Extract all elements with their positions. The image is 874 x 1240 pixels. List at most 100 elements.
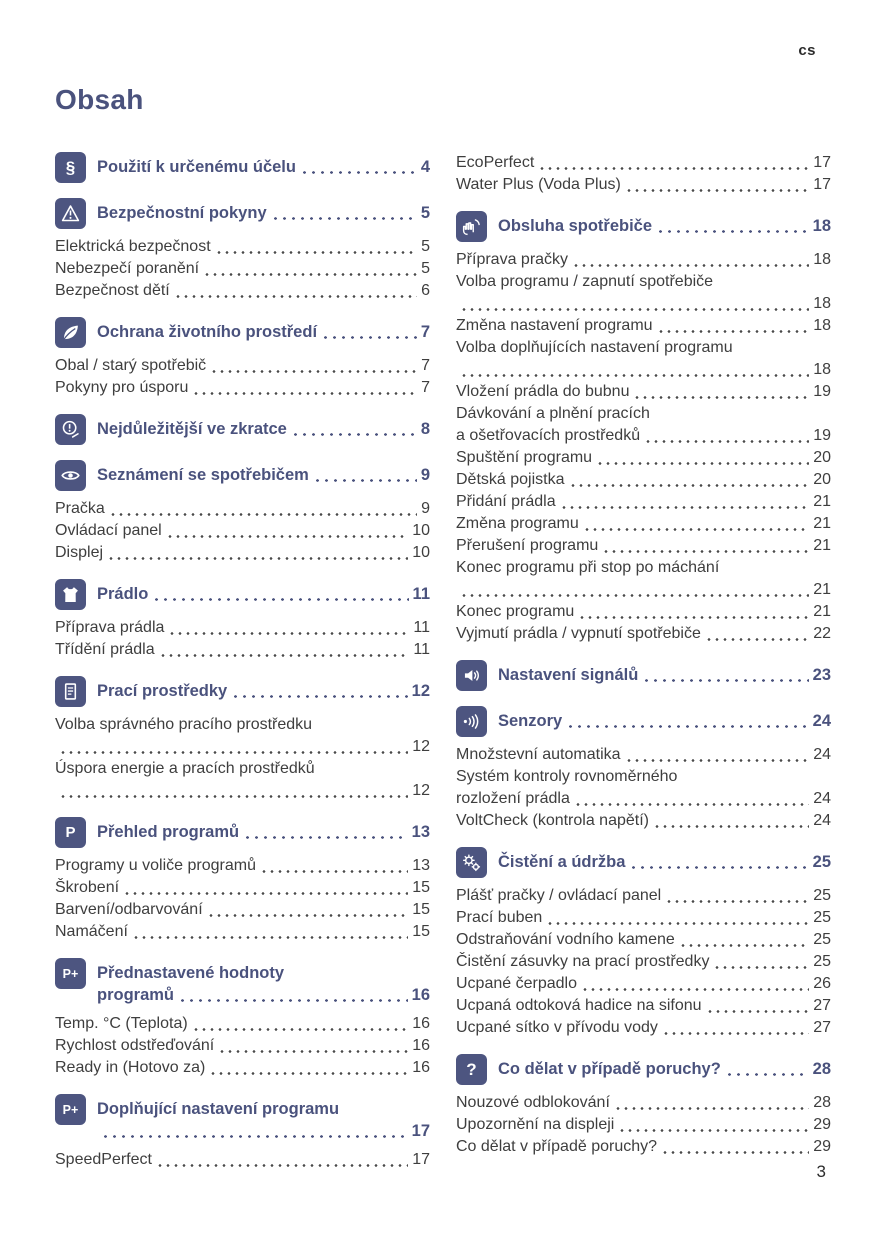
dot-leader (192, 377, 418, 399)
dot-leader (214, 236, 418, 258)
entry-page: 24 (813, 790, 831, 807)
section-page: 24 (812, 712, 831, 730)
entry-label: Škrobení (55, 879, 120, 896)
entry-label: Volba programu / zapnutí spotřebiče (456, 273, 714, 290)
toc-entry: Ucpané čerpadlo 26 (456, 973, 831, 995)
gears-icon (456, 847, 487, 878)
toc-entry: Změna nastavení programu 18 (456, 315, 831, 337)
section-page: 12 (411, 682, 430, 700)
entry-label: Ucpaná odtoková hadice na sifonu (456, 997, 702, 1014)
toc-section-safety: Bezpečnostní pokyny 5 (55, 198, 430, 229)
dot-leader (59, 780, 409, 802)
dot-leader (705, 995, 810, 1017)
entry-page: 15 (412, 879, 430, 896)
entry-label: Bezpečnost dětí (55, 282, 170, 299)
entry-page: 24 (813, 746, 831, 763)
entry-label: Příprava prádla (55, 619, 165, 636)
entry-page: 18 (813, 295, 831, 312)
entry-label: Třídění prádla (55, 641, 155, 658)
section-title: Ochrana životního prostředí (97, 323, 318, 341)
toc-entry: Spuštění programu 20 (456, 447, 831, 469)
toc-entry: Dávkování a plnění pracích a ošetřovacích… (456, 403, 831, 447)
eye-icon (55, 460, 86, 491)
dot-leader (613, 1092, 810, 1114)
dot-leader (206, 899, 409, 921)
entry-label: Ucpané čerpadlo (456, 975, 577, 992)
section-title: Použití k určenému účelu (97, 158, 296, 176)
entry-page: 25 (813, 931, 831, 948)
toc-entry: Co dělat v případě poruchy? 29 (456, 1136, 831, 1158)
section-page: 7 (420, 323, 430, 341)
warning-triangle-icon (55, 198, 86, 229)
toc-entry: Příprava pračky 18 (456, 249, 831, 271)
dot-leader (101, 1120, 408, 1142)
entry-page: 21 (813, 493, 831, 510)
entry-page: 16 (412, 1015, 430, 1032)
tshirt-icon (55, 579, 86, 610)
dot-leader (661, 1017, 810, 1039)
toc-entry: Temp. °C (Teplota) 16 (55, 1013, 430, 1035)
dot-leader (661, 1136, 810, 1158)
section-page: 23 (812, 666, 831, 684)
entry-page: 7 (421, 379, 430, 396)
toc-entry: Příprava prádla 11 (55, 617, 430, 639)
entry-page: 27 (813, 997, 831, 1014)
dot-leader (178, 984, 408, 1006)
dot-leader (704, 623, 810, 645)
toc-entry: Systém kontroly rovnoměrného rozložení pr… (456, 766, 831, 810)
dot-leader (602, 535, 810, 557)
speaker-icon (456, 660, 487, 691)
dot-leader (123, 877, 409, 899)
dot-leader (152, 583, 409, 605)
toc-section-cleaning-maintenance: Čistění a údržba 25 (456, 847, 831, 878)
entry-label: Prací buben (456, 909, 543, 926)
toc-entry: EcoPerfect 17 (456, 152, 831, 174)
dot-leader (573, 788, 810, 810)
section-title: Přehled programů (97, 823, 240, 841)
dot-leader (210, 355, 418, 377)
toc-column-right: EcoPerfect 17 Water Plus (Voda Plus) 17 Obsl… (456, 152, 831, 1171)
section-title: Prací prostředky (97, 682, 228, 700)
entry-page: 12 (412, 738, 430, 755)
dot-leader (203, 258, 418, 280)
dot-leader (173, 280, 418, 302)
entry-label: Úspora energie a pracích prostředků (55, 760, 315, 777)
entry-page: 16 (412, 1059, 430, 1076)
section-title: Senzory (498, 712, 563, 730)
toc-entry: Přidání prádla 21 (456, 491, 831, 513)
dot-leader (321, 321, 417, 343)
section-title: Čistění a údržba (498, 853, 626, 871)
toc-entry: Namáčení 15 (55, 921, 430, 943)
dot-leader (259, 855, 409, 877)
dot-leader (59, 736, 409, 758)
question-mark-icon: ? (456, 1054, 487, 1085)
entry-label: Pokyny pro úsporu (55, 379, 189, 396)
section-page: 17 (411, 1122, 430, 1140)
section-title: Nastavení signálů (498, 666, 639, 684)
entry-label: rozložení prádla (456, 790, 570, 807)
toc-entry: Displej 10 (55, 542, 430, 564)
toc-entry: Pokyny pro úsporu 7 (55, 377, 430, 399)
entry-page: 28 (813, 1094, 831, 1111)
dot-leader (580, 973, 810, 995)
dot-leader (559, 491, 810, 513)
detergent-box-icon (55, 676, 86, 707)
dot-leader (191, 1013, 409, 1035)
entry-label: Rychlost odstřeďování (55, 1037, 215, 1054)
entry-label: Ucpané sítko v přívodu vody (456, 1019, 658, 1036)
entry-label: Změna programu (456, 515, 579, 532)
entry-label: Množstevní automatika (456, 746, 621, 763)
dot-leader (642, 664, 809, 686)
entry-page: 18 (813, 361, 831, 378)
dot-leader (107, 542, 409, 564)
entry-label: Displej (55, 544, 104, 561)
dot-leader (165, 520, 409, 542)
entry-page: 21 (813, 537, 831, 554)
section-page: 9 (420, 466, 430, 484)
toc-entry: Water Plus (Voda Plus) 17 (456, 174, 831, 196)
dot-leader (624, 744, 810, 766)
dot-leader (644, 425, 810, 447)
dot-leader (243, 821, 408, 843)
entry-label: Konec programu (456, 603, 575, 620)
dot-leader (460, 293, 810, 315)
